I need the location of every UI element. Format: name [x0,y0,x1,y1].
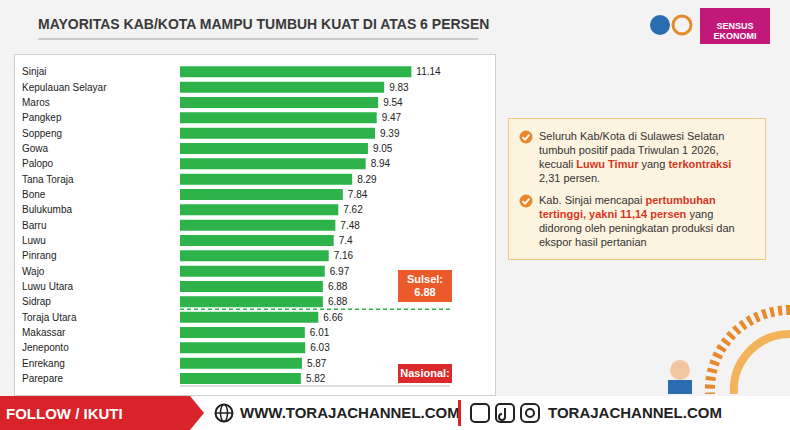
html-text:WWW.TORAJACHANNEL.COM: WWW.TORAJACHANNEL.COM [240,404,460,421]
svg-text:9.83: 9.83 [389,82,409,93]
html-text:Kab. Sinjai mencapai pertumbuh: Kab. Sinjai mencapai pertumbuhan terting… [539,194,735,248]
svg-text:Enrekang: Enrekang [22,358,65,369]
svg-text:Maros: Maros [22,97,50,108]
html-text:TORAJACHANNEL.COM: TORAJACHANNEL.COM [548,404,722,421]
svg-text:7.48: 7.48 [340,220,360,231]
svg-text:9.54: 9.54 [383,97,403,108]
svg-text:Pinrang: Pinrang [22,250,56,261]
svg-text:Luwu: Luwu [22,235,46,246]
svg-text:Soppeng: Soppeng [22,128,62,139]
svg-text:8.29: 8.29 [357,174,377,185]
svg-text:Tana Toraja: Tana Toraja [22,174,74,185]
svg-text:6.66: 6.66 [323,312,343,323]
svg-text:7.62: 7.62 [343,204,363,215]
svg-text:Sinjai: Sinjai [22,66,46,77]
svg-text:9.39: 9.39 [380,128,400,139]
svg-text:Luwu Utara: Luwu Utara [22,281,74,292]
html-text:2,31 persen.: 2,31 persen. [539,172,601,184]
svg-text:Makassar: Makassar [22,327,66,338]
svg-text:6.01: 6.01 [310,327,330,338]
svg-text:9.05: 9.05 [373,143,393,154]
svg-text:Jeneponto: Jeneponto [22,342,69,353]
html-text:Sulsel:: Sulsel: [407,273,443,285]
svg-text:6.97: 6.97 [330,266,350,277]
svg-text:Palopo: Palopo [22,158,54,169]
svg-text:6.88: 6.88 [328,296,348,307]
html-text:6.88: 6.88 [414,286,436,298]
svg-text:5.82: 5.82 [306,373,326,384]
svg-text:Bone: Bone [22,189,46,200]
svg-text:6.88: 6.88 [328,281,348,292]
svg-text:Toraja Utara: Toraja Utara [22,312,77,323]
svg-text:8.94: 8.94 [371,158,391,169]
svg-text:7.4: 7.4 [339,235,353,246]
svg-text:11.14: 11.14 [416,66,441,77]
html-text:FOLLOW / IKUTI: FOLLOW / IKUTI [6,404,123,422]
svg-text:Pangkep: Pangkep [22,112,62,123]
svg-text:Kepulauan Selayar: Kepulauan Selayar [22,82,107,93]
html-text:Seluruh Kab/Kota di Sulawesi S: Seluruh Kab/Kota di Sulawesi Selatan tum… [539,130,732,170]
svg-text:7.16: 7.16 [334,250,354,261]
svg-text:Gowa: Gowa [22,143,49,154]
svg-text:9.47: 9.47 [382,112,402,123]
svg-text:6.03: 6.03 [310,342,330,353]
html-text:MAYORITAS KAB/KOTA MAMPU TUMBU: MAYORITAS KAB/KOTA MAMPU TUMBUH KUAT DI … [38,16,490,32]
html-text:SENSUS EKONOMI: SENSUS EKONOMI [713,21,757,41]
svg-text:Sidrap: Sidrap [22,296,51,307]
html-text:Nasional:: Nasional: [400,367,450,379]
svg-text:Barru: Barru [22,220,46,231]
svg-text:Wajo: Wajo [22,266,45,277]
svg-text:5.87: 5.87 [307,358,327,369]
svg-text:Parepare: Parepare [22,373,64,384]
svg-text:7.84: 7.84 [348,189,368,200]
svg-text:Bulukumba: Bulukumba [22,204,72,215]
